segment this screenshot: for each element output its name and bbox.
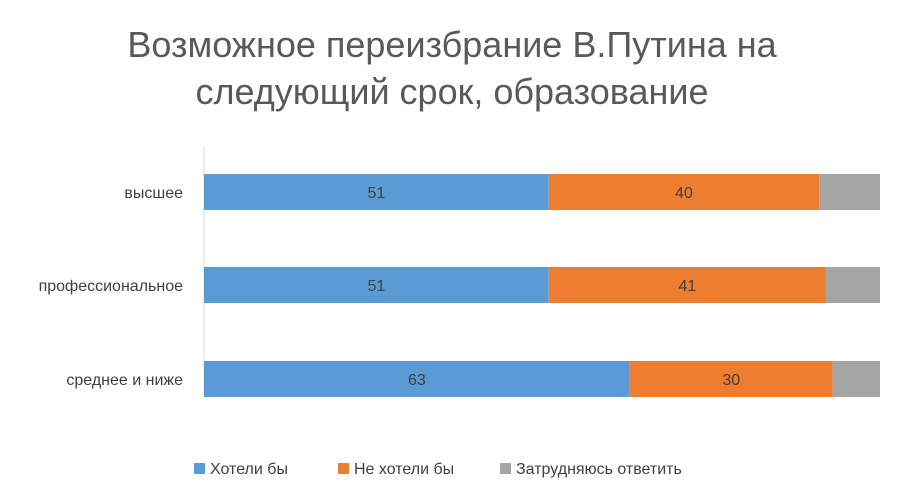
- data-label: 41: [678, 278, 696, 295]
- data-label: 30: [722, 372, 740, 389]
- bar-segment: [832, 361, 880, 397]
- data-label: 51: [367, 278, 385, 295]
- bar-segment: [825, 267, 880, 303]
- category-label: высшее: [124, 185, 183, 202]
- chart-title-line: следующий срок, образование: [195, 71, 708, 112]
- legend: Хотели бы Не хотели бы Затрудняюсь ответит…: [194, 461, 682, 478]
- bar-segment: [548, 267, 826, 303]
- chart-title: Возможное переизбрание В.Путина на следую…: [127, 24, 777, 112]
- data-label: 63: [408, 372, 426, 389]
- legend-swatch: [500, 463, 511, 474]
- bar-segment: [204, 361, 630, 397]
- bars: 51 40 51 41 63 30: [204, 174, 880, 397]
- category-label: среднее и ниже: [66, 372, 183, 389]
- data-label: 51: [367, 185, 385, 202]
- data-label: 40: [675, 185, 693, 202]
- legend-label: Затрудняюсь ответить: [516, 461, 682, 478]
- legend-swatch: [194, 463, 205, 474]
- chart-title-line: Возможное переизбрание В.Путина на: [127, 24, 777, 65]
- bar-segment: [204, 267, 549, 303]
- bar-segment: [819, 174, 880, 210]
- legend-label: Не хотели бы: [354, 461, 454, 478]
- bar-segment: [629, 361, 833, 397]
- legend-label: Хотели бы: [210, 461, 288, 478]
- legend-swatch: [338, 463, 349, 474]
- category-labels: высшее профессиональное среднее и ниже: [39, 185, 184, 389]
- category-label: профессиональное: [39, 278, 184, 295]
- bar-segment: [204, 174, 549, 210]
- bar-segment: [548, 174, 820, 210]
